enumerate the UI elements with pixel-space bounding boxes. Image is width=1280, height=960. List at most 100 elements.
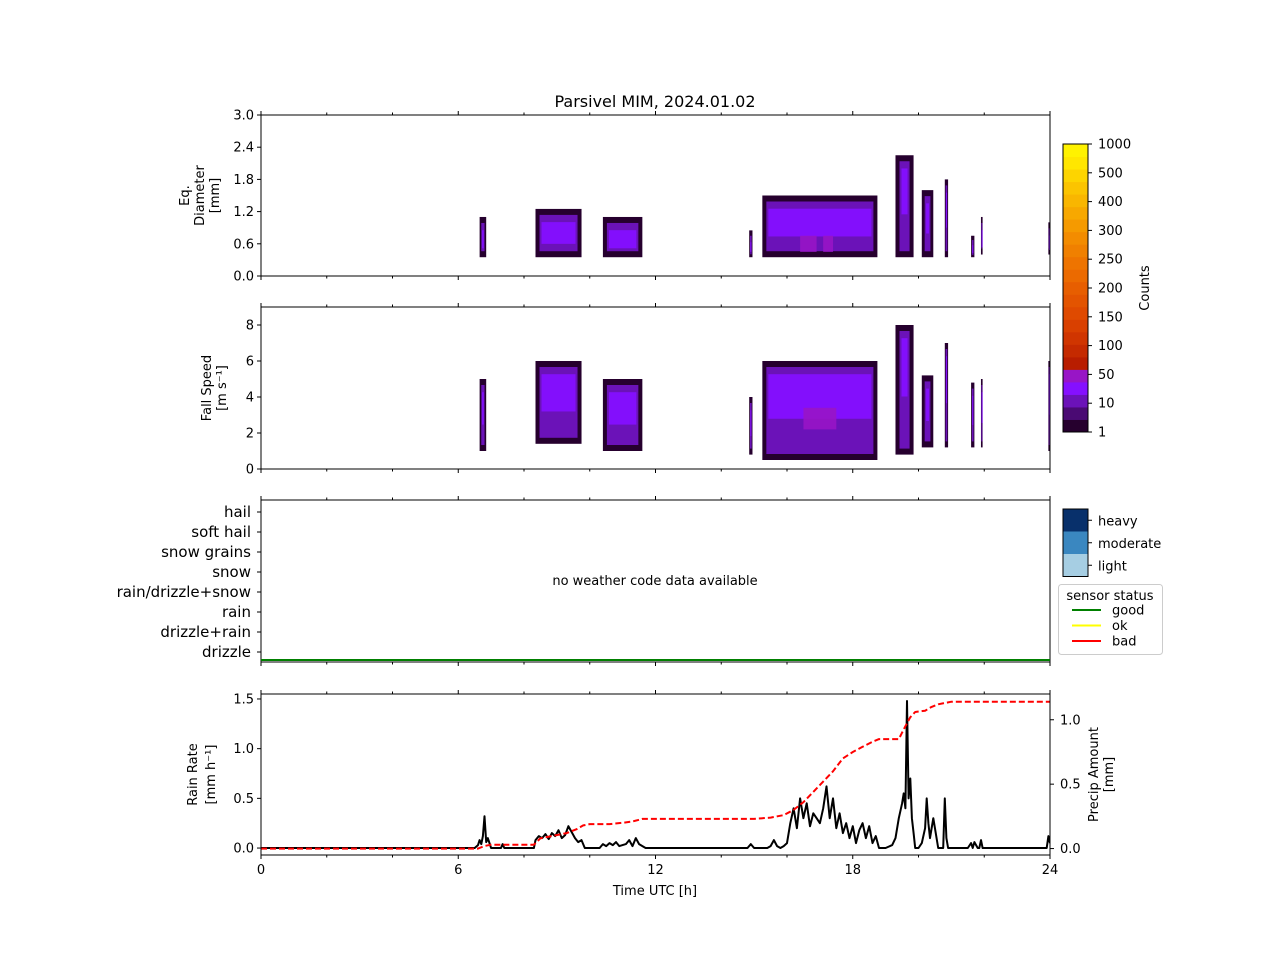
heatmap-cell-core xyxy=(482,230,484,249)
colorbar-tick-label: 100 xyxy=(1098,339,1123,354)
y-tick-label: 4 xyxy=(246,391,254,406)
colorbar-segment xyxy=(1063,331,1088,345)
heatmap-cell-core xyxy=(608,392,637,425)
weather-category-label: rain/drizzle+snow xyxy=(117,583,251,601)
weather-category-label: snow grains xyxy=(161,543,251,561)
heatmap-cell-core xyxy=(926,388,929,421)
y-tick-label: 6 xyxy=(246,355,254,370)
heatmap-cell-core xyxy=(541,374,576,412)
x-tick-label: 6 xyxy=(454,863,462,878)
colorbar-segment xyxy=(1063,419,1088,433)
heatmap-cell-hot xyxy=(800,235,817,252)
intensity-legend: heavy moderate light xyxy=(1062,508,1161,577)
y-axis-label: [mm] xyxy=(208,178,223,213)
weather-category-label: soft hail xyxy=(191,523,251,541)
y-tick-label: 2 xyxy=(246,427,254,442)
intensity-label: moderate xyxy=(1098,537,1161,552)
x-tick-label: 12 xyxy=(647,863,664,878)
x-axis-label: Time UTC [h] xyxy=(612,884,697,899)
y2-axis-label: [mm] xyxy=(1102,757,1117,792)
weather-category-label: hail xyxy=(224,503,251,521)
colorbar-segment xyxy=(1063,231,1088,245)
colorbar-segment xyxy=(1063,169,1088,183)
colorbar-tick-label: 250 xyxy=(1098,253,1123,268)
heatmap-cell-core xyxy=(901,168,908,215)
heatmap-cell-core xyxy=(946,356,948,404)
colorbar-tick-label: 1000 xyxy=(1098,138,1131,153)
colorbar-tick-label: 150 xyxy=(1098,310,1123,325)
y-tick-label: 1.0 xyxy=(233,742,254,757)
heatmap-cell-hot xyxy=(823,235,834,252)
colorbar-tick-label: 300 xyxy=(1098,224,1123,239)
intensity-swatch xyxy=(1063,509,1088,532)
y2-tick-label: 1.0 xyxy=(1060,713,1081,728)
colorbar-label: Counts xyxy=(1138,265,1153,311)
colorbar-segment xyxy=(1063,194,1088,208)
weather-code-panel: drizzle drizzle+rain rain rain/drizzle+snow… xyxy=(117,496,1051,666)
weather-category-label: snow xyxy=(212,563,251,581)
colorbar-segment xyxy=(1063,144,1088,158)
y-tick-label: 0.5 xyxy=(233,792,254,807)
y-tick-label: 2.4 xyxy=(233,141,254,156)
y-tick-label: 3.0 xyxy=(233,109,254,124)
y2-axis-label: Precip Amount xyxy=(1087,727,1102,822)
heatmap-cell-core xyxy=(981,230,983,248)
counts-colorbar: 1 10 50 100 150 200 250 300 400 500 1000 Counts xyxy=(1062,138,1153,441)
heatmap-cell-core xyxy=(541,222,576,244)
y2-tick-label: 0.5 xyxy=(1060,778,1081,793)
y-axis-label: Rain Rate xyxy=(186,743,201,806)
legend-label-ok: ok xyxy=(1112,619,1128,634)
colorbar-tick-label: 1 xyxy=(1098,426,1106,441)
heatmap-cell-core xyxy=(750,242,752,255)
fallspeed-heatmap-panel: 0 2 4 6 8 Fall Speed [m s⁻¹] xyxy=(200,303,1051,478)
colorbar-segment xyxy=(1063,256,1088,270)
y-axis-label: Diameter xyxy=(193,165,208,226)
precip-amount-line xyxy=(261,700,1050,850)
diameter-heatmap-panel: 0.0 0.6 1.2 1.8 2.4 3.0 Eq. Diameter [mm] xyxy=(178,109,1051,285)
colorbar-segment xyxy=(1063,269,1088,283)
colorbar-tick-label: 400 xyxy=(1098,195,1123,210)
colorbar-segment xyxy=(1063,294,1088,308)
colorbar-segment xyxy=(1063,244,1088,258)
y-axis-label: [mm h⁻¹] xyxy=(204,745,219,805)
colorbar-segment xyxy=(1063,394,1088,408)
intensity-swatch xyxy=(1063,531,1088,554)
legend-title: sensor status xyxy=(1066,589,1153,604)
heatmap-cell-core xyxy=(926,203,929,234)
weather-category-label: rain xyxy=(222,603,251,621)
y-tick-label: 1.2 xyxy=(233,205,254,220)
heatmap-cell-core xyxy=(482,392,484,425)
intensity-label: light xyxy=(1098,559,1127,574)
intensity-swatch xyxy=(1063,554,1088,577)
y-tick-label: 0.6 xyxy=(233,237,254,252)
heatmap-cell-core xyxy=(1048,235,1050,251)
colorbar-tick-label: 500 xyxy=(1098,166,1123,181)
y-tick-label: 1.8 xyxy=(233,173,254,188)
colorbar-segment xyxy=(1063,306,1088,320)
intensity-frame xyxy=(1062,508,1089,577)
colorbar-segment xyxy=(1063,381,1088,395)
y-axis-label: Fall Speed xyxy=(200,355,215,421)
heatmap-cell-core xyxy=(972,245,974,255)
heatmap-cell-core xyxy=(946,192,948,228)
colorbar-segment xyxy=(1063,344,1088,358)
y-tick-label: 0 xyxy=(246,463,254,478)
heatmap-cell-core xyxy=(1048,374,1050,415)
legend-label-bad: bad xyxy=(1112,635,1136,650)
colorbar-tick-label: 50 xyxy=(1098,368,1115,383)
rain-rate-line xyxy=(261,700,1050,849)
y-tick-label: 0.0 xyxy=(233,270,254,285)
heatmap-cell-core xyxy=(750,410,752,437)
figure-title: Parsivel MIM, 2024.01.02 xyxy=(554,92,755,111)
legend-box xyxy=(1058,584,1163,655)
heatmap-cell-core xyxy=(608,230,637,249)
y-tick-label: 0.0 xyxy=(233,842,254,857)
legend-label-good: good xyxy=(1112,604,1144,619)
colorbar-segment xyxy=(1063,369,1088,383)
no-data-message: no weather code data available xyxy=(552,574,757,589)
heatmap-cell-core xyxy=(901,338,908,397)
y2-tick-label: 0.0 xyxy=(1060,842,1081,857)
y-axis-label: Eq. xyxy=(178,185,193,206)
